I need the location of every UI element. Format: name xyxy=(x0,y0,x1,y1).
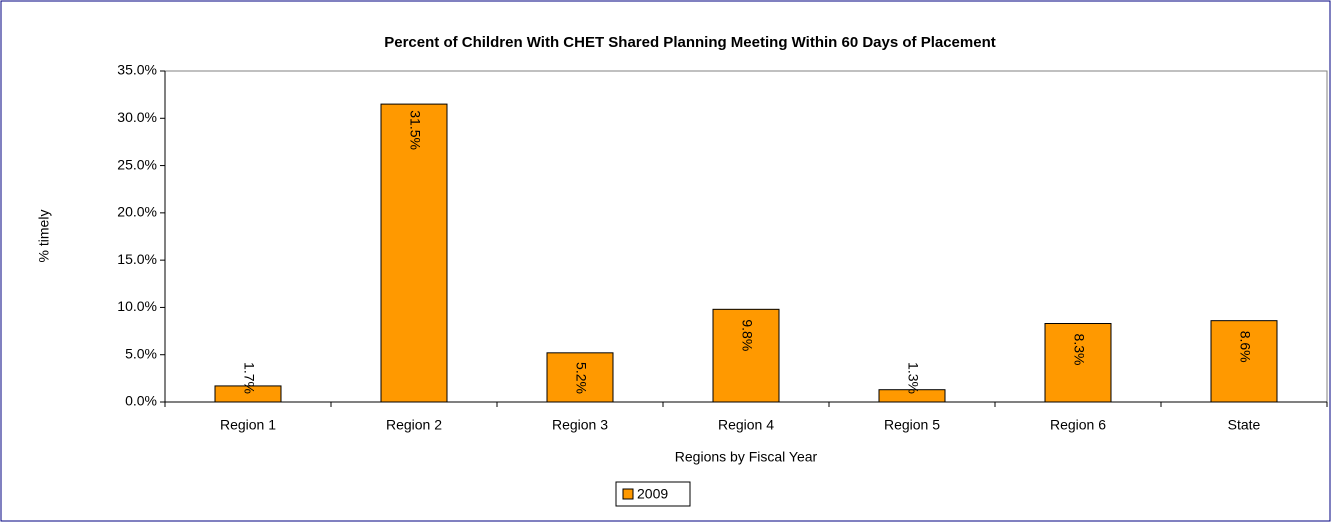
y-tick-label: 5.0% xyxy=(125,345,157,361)
y-tick-label: 35.0% xyxy=(117,62,157,78)
chart-title: Percent of Children With CHET Shared Pla… xyxy=(384,34,995,51)
value-label: 31.5% xyxy=(407,110,423,150)
x-tick-label: State xyxy=(1228,417,1261,433)
value-label: 5.2% xyxy=(573,362,589,394)
bar xyxy=(1210,320,1278,403)
x-tick-label: Region 5 xyxy=(884,417,940,433)
value-label: 8.6% xyxy=(1237,331,1253,363)
x-tick-label: Region 1 xyxy=(220,417,276,433)
x-tick-label: Region 6 xyxy=(1050,417,1106,433)
bar xyxy=(1044,323,1112,403)
value-label: 1.3% xyxy=(905,362,921,394)
value-label: 9.8% xyxy=(739,319,755,351)
bar xyxy=(878,389,946,403)
y-tick-label: 0.0% xyxy=(125,393,157,409)
x-axis-title: Regions by Fiscal Year xyxy=(675,449,818,465)
bar xyxy=(546,352,614,403)
value-label: 1.7% xyxy=(241,362,257,394)
bar xyxy=(214,385,282,403)
legend-swatch xyxy=(622,488,634,500)
x-tick-label: Region 2 xyxy=(386,417,442,433)
bar xyxy=(380,103,448,403)
x-tick-label: Region 3 xyxy=(552,417,608,433)
y-axis-title: % timely xyxy=(36,210,52,263)
y-tick-label: 15.0% xyxy=(117,251,157,267)
y-tick-label: 30.0% xyxy=(117,109,157,125)
y-tick-label: 20.0% xyxy=(117,204,157,220)
bar xyxy=(712,308,780,403)
y-tick-label: 25.0% xyxy=(117,156,157,172)
value-label: 8.3% xyxy=(1071,334,1087,366)
legend-label: 2009 xyxy=(637,486,668,502)
x-tick-label: Region 4 xyxy=(718,417,774,433)
y-tick-label: 10.0% xyxy=(117,298,157,314)
